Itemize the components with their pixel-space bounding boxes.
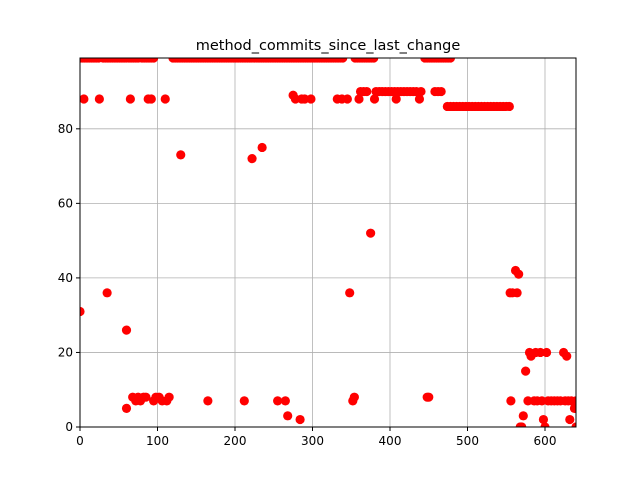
data-point xyxy=(571,396,576,406)
data-point xyxy=(504,101,514,112)
x-tick-label: 600 xyxy=(534,434,557,448)
x-tick-label: 400 xyxy=(379,434,402,448)
data-point xyxy=(141,392,151,402)
data-point xyxy=(391,94,401,104)
grid-lines xyxy=(79,58,576,428)
data-point xyxy=(569,403,576,413)
x-tick-label: 500 xyxy=(456,434,479,448)
data-point xyxy=(517,422,527,427)
data-point xyxy=(146,94,156,104)
plot-frame xyxy=(79,57,577,428)
data-point xyxy=(121,403,132,413)
x-tick-label: 200 xyxy=(224,434,247,448)
data-point xyxy=(562,351,572,361)
data-point xyxy=(349,392,359,402)
y-tick-label: 40 xyxy=(58,271,73,285)
data-point xyxy=(354,94,364,104)
data-point xyxy=(445,58,456,63)
data-point xyxy=(521,366,531,376)
y-tick-label: 80 xyxy=(58,122,73,136)
data-point xyxy=(306,94,316,104)
x-tick-label: 0 xyxy=(76,434,84,448)
data-point xyxy=(80,306,85,317)
data-point xyxy=(203,396,213,406)
y-tick-label: 0 xyxy=(65,420,73,434)
data-point xyxy=(121,325,132,335)
data-point xyxy=(176,150,186,160)
data-point xyxy=(416,86,426,97)
data-point xyxy=(160,94,170,104)
data-point xyxy=(94,94,104,104)
chart-title: method_commits_since_last_change xyxy=(196,38,461,54)
data-point xyxy=(362,86,372,97)
data-point xyxy=(512,288,522,298)
data-point xyxy=(164,392,174,402)
y-tick-label: 60 xyxy=(58,196,73,210)
data-point xyxy=(125,94,135,104)
axes: 0 100 200 300 400 500 600 0 20 40 60 80 xyxy=(58,57,577,448)
data-point xyxy=(538,414,549,425)
data-point xyxy=(518,411,528,421)
data-point xyxy=(149,58,159,63)
data-point xyxy=(247,154,257,164)
data-point xyxy=(102,288,112,298)
data-point xyxy=(338,58,348,63)
data-point xyxy=(369,94,380,104)
data-point xyxy=(414,94,425,104)
data-point xyxy=(506,396,516,406)
data-point xyxy=(514,269,524,279)
data-point xyxy=(283,411,293,421)
data-point xyxy=(257,142,267,153)
x-tick-label: 300 xyxy=(301,434,324,448)
data-point xyxy=(295,414,305,425)
data-point xyxy=(540,422,550,427)
data-point xyxy=(280,396,290,406)
data-point xyxy=(571,422,576,427)
data-points xyxy=(80,58,576,427)
data-point xyxy=(565,414,575,425)
y-tick-label: 20 xyxy=(58,345,73,359)
data-point xyxy=(436,86,446,97)
data-point xyxy=(342,94,352,104)
x-tick-label: 100 xyxy=(146,434,169,448)
data-point xyxy=(366,228,376,238)
data-point xyxy=(239,396,249,406)
data-point xyxy=(273,396,283,406)
data-point xyxy=(541,347,552,358)
data-point xyxy=(345,288,355,298)
data-point xyxy=(424,392,434,402)
data-point xyxy=(369,58,379,63)
data-point xyxy=(80,94,89,104)
